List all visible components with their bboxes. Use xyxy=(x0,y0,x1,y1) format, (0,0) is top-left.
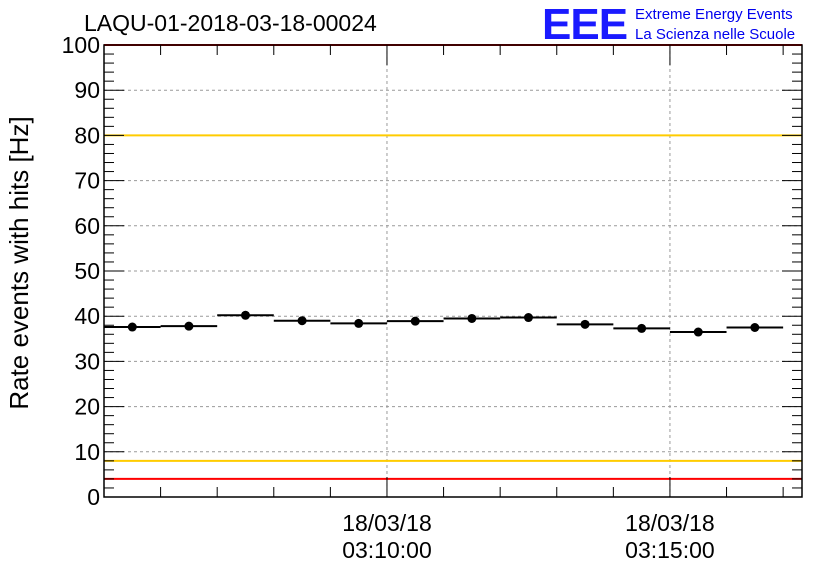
y-tick-label: 0 xyxy=(87,484,100,510)
x-tick-label-date: 18/03/18 xyxy=(625,510,715,536)
data-point xyxy=(184,321,194,331)
data-point xyxy=(637,323,647,333)
data-point xyxy=(467,313,477,323)
data-point xyxy=(523,313,533,323)
logo-line-2: La Scienza nelle Scuole xyxy=(635,26,796,43)
chart-title: LAQU-01-2018-03-18-00024 xyxy=(84,10,377,36)
y-tick-label: 100 xyxy=(62,32,100,58)
data-point xyxy=(693,327,703,337)
y-tick-label: 50 xyxy=(74,258,100,284)
data-point xyxy=(580,319,590,329)
data-point xyxy=(127,322,137,332)
data-series xyxy=(104,310,784,337)
y-tick-label: 30 xyxy=(74,348,100,374)
reference-lines xyxy=(104,44,802,480)
y-tick-label: 10 xyxy=(74,439,100,465)
data-point xyxy=(750,323,760,332)
x-tick-label-time: 03:10:00 xyxy=(342,537,432,563)
grid-lines xyxy=(104,45,802,497)
x-tick-label-date: 18/03/18 xyxy=(342,510,432,536)
data-point xyxy=(297,316,307,326)
axis-labels: 010203040506070809010018/03/1803:10:0018… xyxy=(4,32,715,563)
logo-line-1: Extreme Energy Events xyxy=(635,6,793,23)
y-tick-label: 90 xyxy=(74,77,100,103)
data-point xyxy=(410,316,420,326)
eee-logo: EEE Extreme Energy Events La Scienza nel… xyxy=(542,2,795,48)
x-tick-label-time: 03:15:00 xyxy=(625,537,715,563)
logo-text: Extreme Energy Events La Scienza nelle S… xyxy=(635,5,795,45)
axis-ticks xyxy=(104,44,802,498)
y-tick-label: 20 xyxy=(74,394,100,420)
logo-mark: EEE xyxy=(542,0,628,49)
y-tick-label: 60 xyxy=(74,213,100,239)
data-point xyxy=(240,310,250,320)
y-tick-label: 70 xyxy=(74,168,100,194)
y-tick-label: 40 xyxy=(74,303,100,329)
data-point xyxy=(354,318,364,328)
y-tick-label: 80 xyxy=(74,122,100,148)
y-axis-title: Rate events with hits [Hz] xyxy=(4,116,34,409)
